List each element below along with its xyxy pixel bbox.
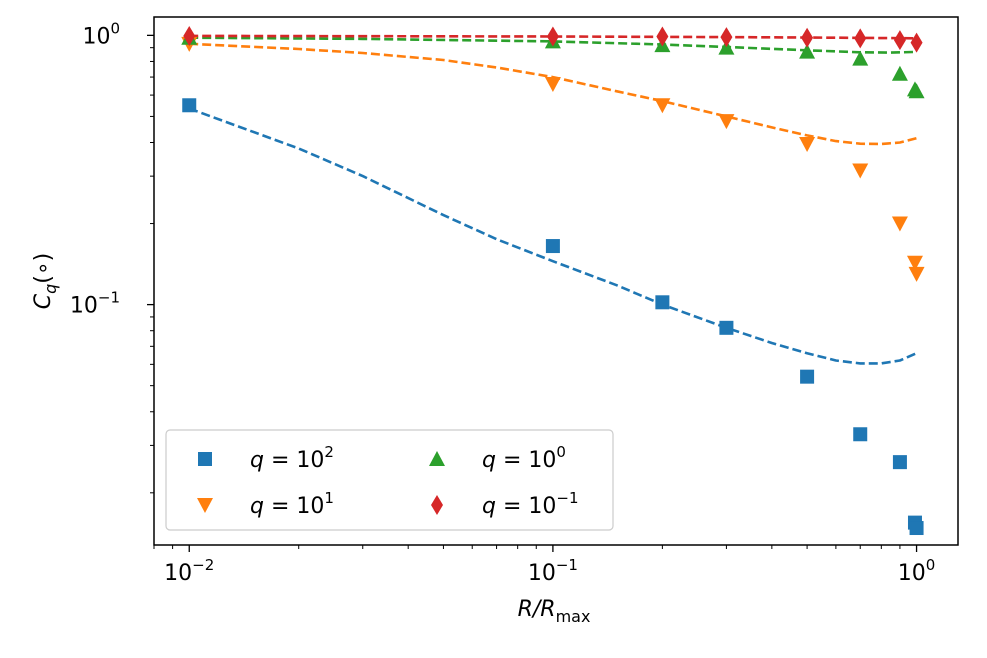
data-point-series-1 (909, 521, 924, 536)
x-axis-label-main: R/R (518, 597, 556, 622)
y-tick-label-1: 10−1 (70, 289, 120, 319)
fit-line-series-1 (188, 107, 918, 365)
legend-item-2: q = 101 (197, 489, 334, 519)
data-point-series-4 (720, 27, 733, 48)
data-point-series-4 (546, 26, 559, 47)
legend-label-1: q = 102 (250, 443, 334, 473)
data-point-series-4 (854, 28, 867, 49)
x-axis-label-sub: max (556, 607, 591, 626)
y-tick-label-2: 100 (82, 19, 120, 49)
data-point-series-3 (852, 50, 869, 66)
data-point-series-1 (892, 455, 907, 470)
data-point-series-4 (656, 26, 669, 47)
fit-line-series-2 (189, 42, 917, 146)
data-point-series-2 (908, 266, 925, 282)
legend-label-4: q = 10−1 (482, 489, 579, 519)
plot-frame (153, 16, 959, 546)
legend-label-2: q = 101 (250, 489, 334, 519)
data-point-series-3 (908, 83, 925, 99)
legend-item-4: q = 10−1 (431, 489, 579, 519)
data-point-series-1 (853, 427, 868, 442)
legend-item-3: q = 100 (429, 443, 566, 473)
legend-item-1: q = 102 (198, 443, 334, 473)
data-point-series-1 (800, 369, 815, 384)
data-point-series-1 (545, 239, 560, 254)
data-point-series-4 (183, 25, 196, 46)
x-tick-label-1: 10−2 (164, 556, 214, 586)
series-layer (181, 25, 925, 536)
data-point-series-1 (182, 98, 197, 113)
y-axis-label-suffix: (∘) (31, 253, 56, 284)
data-point-series-4 (893, 30, 906, 51)
data-point-series-3 (891, 65, 908, 81)
y-axis-label-sub: q (41, 284, 60, 294)
legend-marker-3 (429, 451, 445, 466)
data-point-series-3 (799, 43, 816, 59)
legend-marker-4 (431, 495, 443, 515)
x-tick-label-2: 10−1 (528, 556, 578, 586)
axis-layer: 10−2 10−1 100 10−1 100 (70, 19, 935, 586)
data-point-series-4 (801, 27, 814, 48)
data-point-series-2 (718, 114, 735, 130)
legend-marker-2 (197, 498, 213, 513)
x-axis-label: R/Rmax (518, 597, 591, 626)
y-axis-label: Cq(∘) (31, 253, 60, 309)
data-point-series-1 (655, 295, 670, 310)
legend-marker-1 (198, 452, 212, 466)
legend-box (165, 429, 614, 531)
legend: q = 102 q = 101 q = 100 q = 10−1 (165, 429, 614, 531)
data-point-series-2 (654, 98, 671, 114)
data-point-series-1 (719, 320, 734, 335)
data-point-series-3 (718, 39, 735, 55)
data-point-series-2 (799, 136, 816, 152)
data-point-series-2 (906, 255, 923, 271)
data-point-series-2 (891, 216, 908, 232)
data-point-series-2 (852, 163, 869, 179)
x-tick-label-3: 100 (898, 556, 936, 586)
legend-label-3: q = 100 (482, 443, 566, 473)
data-point-series-2 (544, 76, 561, 92)
data-point-series-4 (910, 32, 923, 53)
y-axis-label-main: C (31, 293, 56, 309)
